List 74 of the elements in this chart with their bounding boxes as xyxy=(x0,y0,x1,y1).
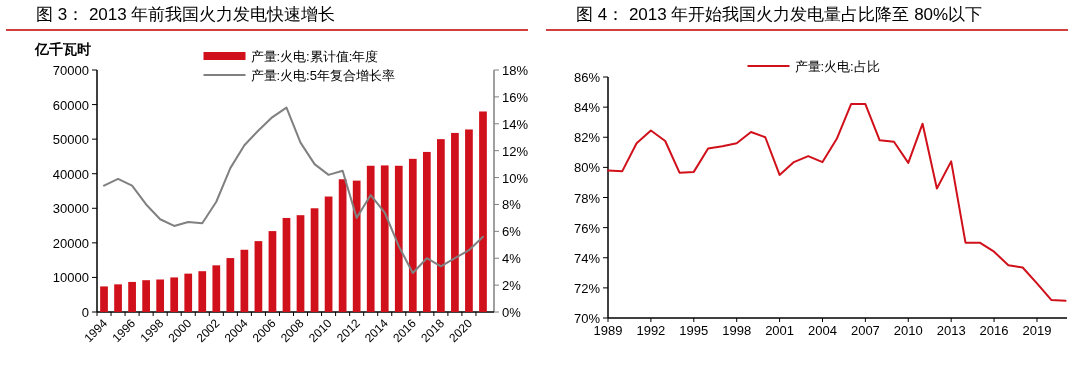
bar xyxy=(184,273,193,312)
bar xyxy=(226,258,235,312)
bar xyxy=(366,165,375,312)
bar xyxy=(408,158,417,312)
chart-title: 图 3： 2013 年前我国火力发电快速增长 xyxy=(36,5,336,24)
y-tick-label: 76% xyxy=(573,220,601,236)
y2-tick-label: 16% xyxy=(502,89,529,105)
line-series xyxy=(607,103,1067,302)
bar xyxy=(437,139,445,312)
bar xyxy=(156,279,165,312)
y-tick-label: 86% xyxy=(573,70,601,85)
y-tick-label: 78% xyxy=(573,190,601,206)
x-tick-label: 2007 xyxy=(850,323,880,338)
y-tick-label: 0 xyxy=(81,305,89,320)
bar xyxy=(394,165,403,312)
y2-tick-label: 0% xyxy=(502,305,522,320)
y-tick-label: 60000 xyxy=(52,97,89,113)
bar xyxy=(310,208,319,312)
y-tick-label: 30000 xyxy=(52,201,89,217)
bar xyxy=(296,215,305,312)
bar xyxy=(465,129,473,312)
x-tick-label: 1992 xyxy=(636,323,666,338)
y-tick-label: 20000 xyxy=(52,235,89,251)
bar xyxy=(380,165,389,312)
y2-tick-label: 12% xyxy=(502,143,529,159)
bar xyxy=(100,286,108,312)
bar xyxy=(142,280,150,312)
y-tick-label: 84% xyxy=(573,100,601,116)
line-series xyxy=(103,106,484,275)
bar xyxy=(479,111,487,312)
x-tick-label: 2010 xyxy=(893,323,923,338)
bar xyxy=(212,265,221,312)
y-tick-label: 70000 xyxy=(52,63,89,78)
bar xyxy=(198,271,207,312)
x-tick-label: 1995 xyxy=(679,323,709,338)
bar xyxy=(114,284,122,312)
legend-label: 产量:火电:5年复合增长率 xyxy=(250,68,395,83)
y-axis-title: 亿千瓦时 xyxy=(34,41,91,57)
y2-tick-label: 6% xyxy=(502,224,522,240)
x-tick-label: 1989 xyxy=(593,323,623,338)
y2-tick-label: 14% xyxy=(502,116,529,132)
bar xyxy=(254,241,263,312)
x-tick-label: 2004 xyxy=(808,323,837,338)
y-tick-label: 80% xyxy=(573,160,601,176)
bar xyxy=(268,231,277,312)
y-tick-label: 50000 xyxy=(52,132,89,148)
legend-label: 产量:火电:占比 xyxy=(794,59,880,74)
y2-tick-label: 18% xyxy=(502,63,529,78)
x-tick-label: 2016 xyxy=(979,323,1009,338)
bar xyxy=(282,217,291,312)
x-tick-label: 2001 xyxy=(765,323,795,338)
legend-label: 产量:火电:累计值:年度 xyxy=(250,49,379,64)
x-tick-label: 1998 xyxy=(722,323,752,338)
bar xyxy=(422,151,431,312)
y-tick-label: 70% xyxy=(573,311,601,326)
y-tick-label: 82% xyxy=(573,130,601,146)
x-tick-label: 2013 xyxy=(936,323,966,338)
y2-tick-label: 4% xyxy=(502,251,522,267)
bar xyxy=(324,196,333,312)
x-tick-label: 2019 xyxy=(1022,323,1052,338)
y2-tick-label: 8% xyxy=(502,197,522,213)
bar xyxy=(128,281,136,312)
y-tick-label: 10000 xyxy=(52,270,89,286)
y-tick-label: 74% xyxy=(573,250,601,266)
y2-tick-label: 10% xyxy=(502,170,529,186)
bar xyxy=(170,277,179,312)
bar xyxy=(352,180,361,312)
chart-title: 图 4： 2013 年开始我国火力发电量占比降至 80%以下 xyxy=(576,5,983,24)
bar xyxy=(240,249,249,312)
y2-tick-label: 2% xyxy=(502,278,522,294)
bar xyxy=(451,132,459,312)
y-tick-label: 72% xyxy=(573,280,601,296)
y-tick-label: 40000 xyxy=(52,166,89,182)
bar xyxy=(338,179,347,312)
